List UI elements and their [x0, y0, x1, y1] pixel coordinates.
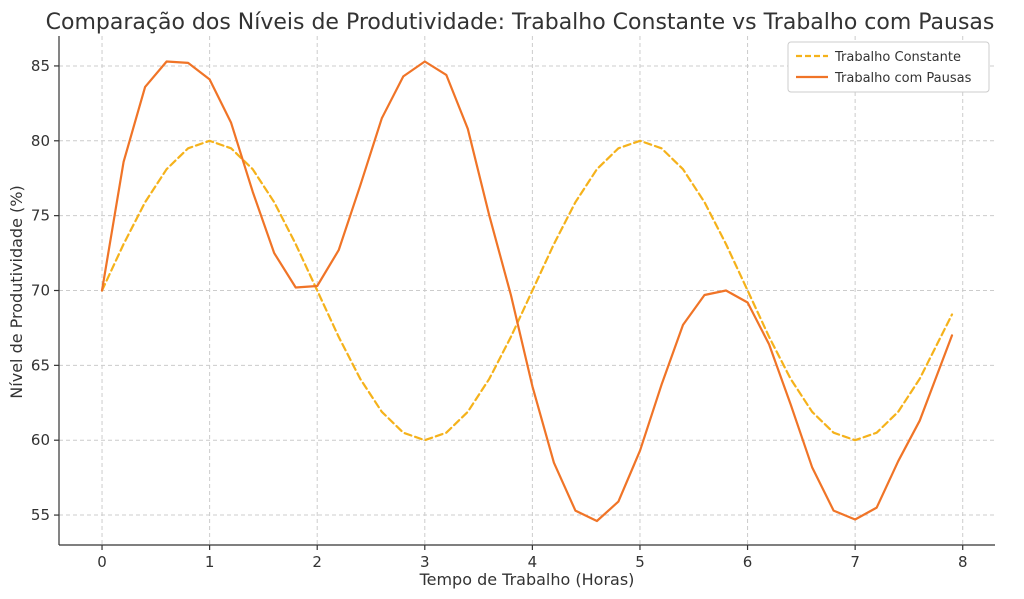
grid-layer [59, 36, 995, 545]
x-tick-label: 5 [635, 553, 645, 571]
x-tick-label: 6 [743, 553, 753, 571]
y-tick-label: 70 [31, 282, 50, 300]
ticks-layer: 0 1 2 3 4 5 6 7 8 55 60 65 70 75 80 85 [31, 57, 968, 571]
y-tick-label: 55 [31, 506, 50, 524]
y-tick-label: 75 [31, 207, 50, 225]
series-layer [100, 60, 954, 523]
chart-title: Comparação dos Níveis de Produtividade: … [46, 10, 995, 35]
y-tick-label: 60 [31, 431, 50, 449]
y-axis-label: Nível de Produtividade (%) [7, 185, 26, 398]
x-tick-label: 2 [312, 553, 322, 571]
y-tick-label: 80 [31, 132, 50, 150]
y-tick-label: 85 [31, 57, 50, 75]
y-tick-label: 65 [31, 356, 50, 374]
x-tick-label: 3 [420, 553, 430, 571]
series-line-pausas [100, 60, 954, 523]
x-tick-label: 1 [205, 553, 215, 571]
x-tick-label: 4 [528, 553, 538, 571]
legend: Trabalho Constante Trabalho com Pausas [787, 41, 990, 93]
x-tick-label: 8 [958, 553, 968, 571]
series-line-constante [100, 139, 954, 442]
x-tick-label: 7 [850, 553, 860, 571]
x-tick-label: 0 [97, 553, 107, 571]
legend-box [787, 41, 990, 93]
legend-label-constante: Trabalho Constante [834, 50, 961, 65]
legend-label-pausas: Trabalho com Pausas [834, 71, 972, 86]
x-axis-label: Tempo de Trabalho (Horas) [419, 570, 635, 589]
